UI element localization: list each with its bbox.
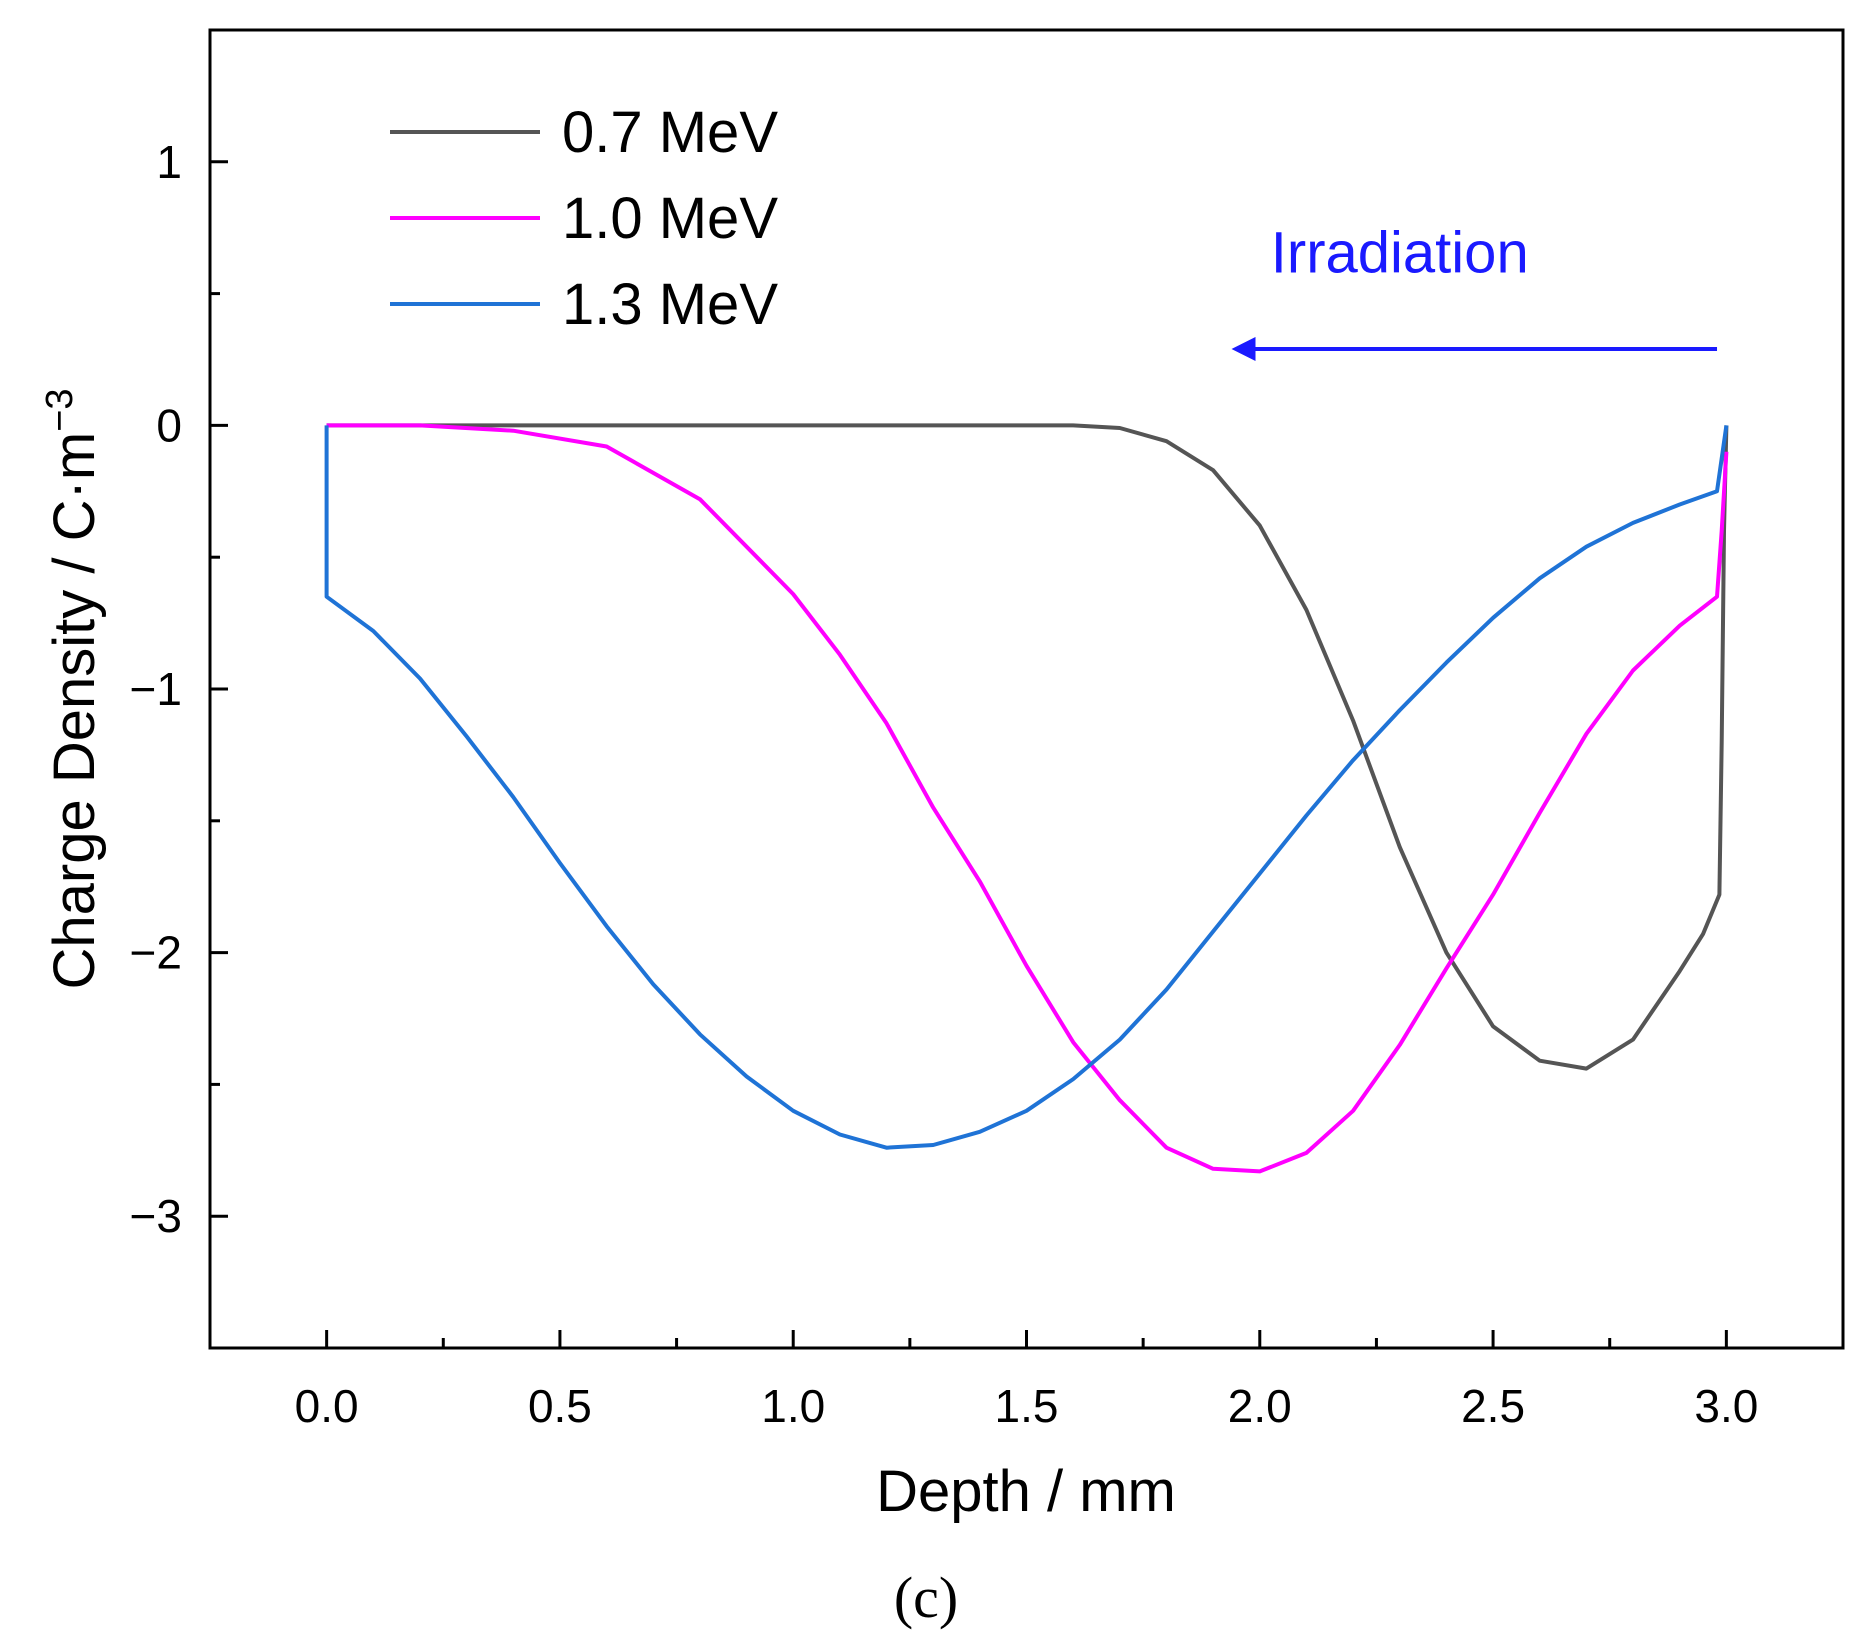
legend-label-2: 1.3 MeV: [562, 272, 778, 337]
y-tick-label-3: −2: [130, 927, 182, 979]
irradiation-label: Irradiation: [1271, 221, 1529, 286]
series-line-1.3-mev: [324, 425, 1729, 1150]
x-tick-label-2: 1.0: [761, 1380, 825, 1432]
series-line-0.7-mev: [326, 423, 1729, 1071]
x-tick-label-3: 1.5: [995, 1380, 1059, 1432]
plot-frame: [208, 28, 1845, 1350]
series-layer: [324, 423, 1729, 1174]
figure-caption: (c): [894, 1565, 958, 1630]
y-axis-ticks: 1 0 −1 −2 −3: [130, 28, 228, 1350]
y-axis-title-exponent: −3: [39, 389, 81, 432]
y-tick-label-2: −1: [130, 663, 182, 715]
x-axis-title: Depth / mm: [876, 1459, 1176, 1524]
y-axis-title-main: Charge Density / C·m: [42, 432, 107, 990]
x-tick-label-5: 2.5: [1461, 1380, 1525, 1432]
x-axis-ticks: 0.0 0.5 1.0 1.5 2.0 2.5 3.0: [208, 1330, 1845, 1432]
legend: 0.7 MeV 1.0 MeV 1.3 MeV: [390, 100, 778, 337]
y-axis-title: Charge Density / C·m−3: [39, 389, 107, 990]
legend-label-0: 0.7 MeV: [562, 100, 778, 165]
legend-label-1: 1.0 MeV: [562, 186, 778, 251]
y-tick-label-1: 0: [156, 399, 182, 451]
y-tick-label-0: 1: [156, 136, 182, 188]
y-tick-label-4: −3: [130, 1190, 182, 1242]
series-line-1.0-mev: [326, 423, 1729, 1174]
x-tick-label-0: 0.0: [295, 1380, 359, 1432]
x-tick-label-6: 3.0: [1694, 1380, 1758, 1432]
x-tick-label-4: 2.0: [1228, 1380, 1292, 1432]
x-tick-label-1: 0.5: [528, 1380, 592, 1432]
y-axis-title-group: Charge Density / C·m−3: [39, 389, 107, 990]
